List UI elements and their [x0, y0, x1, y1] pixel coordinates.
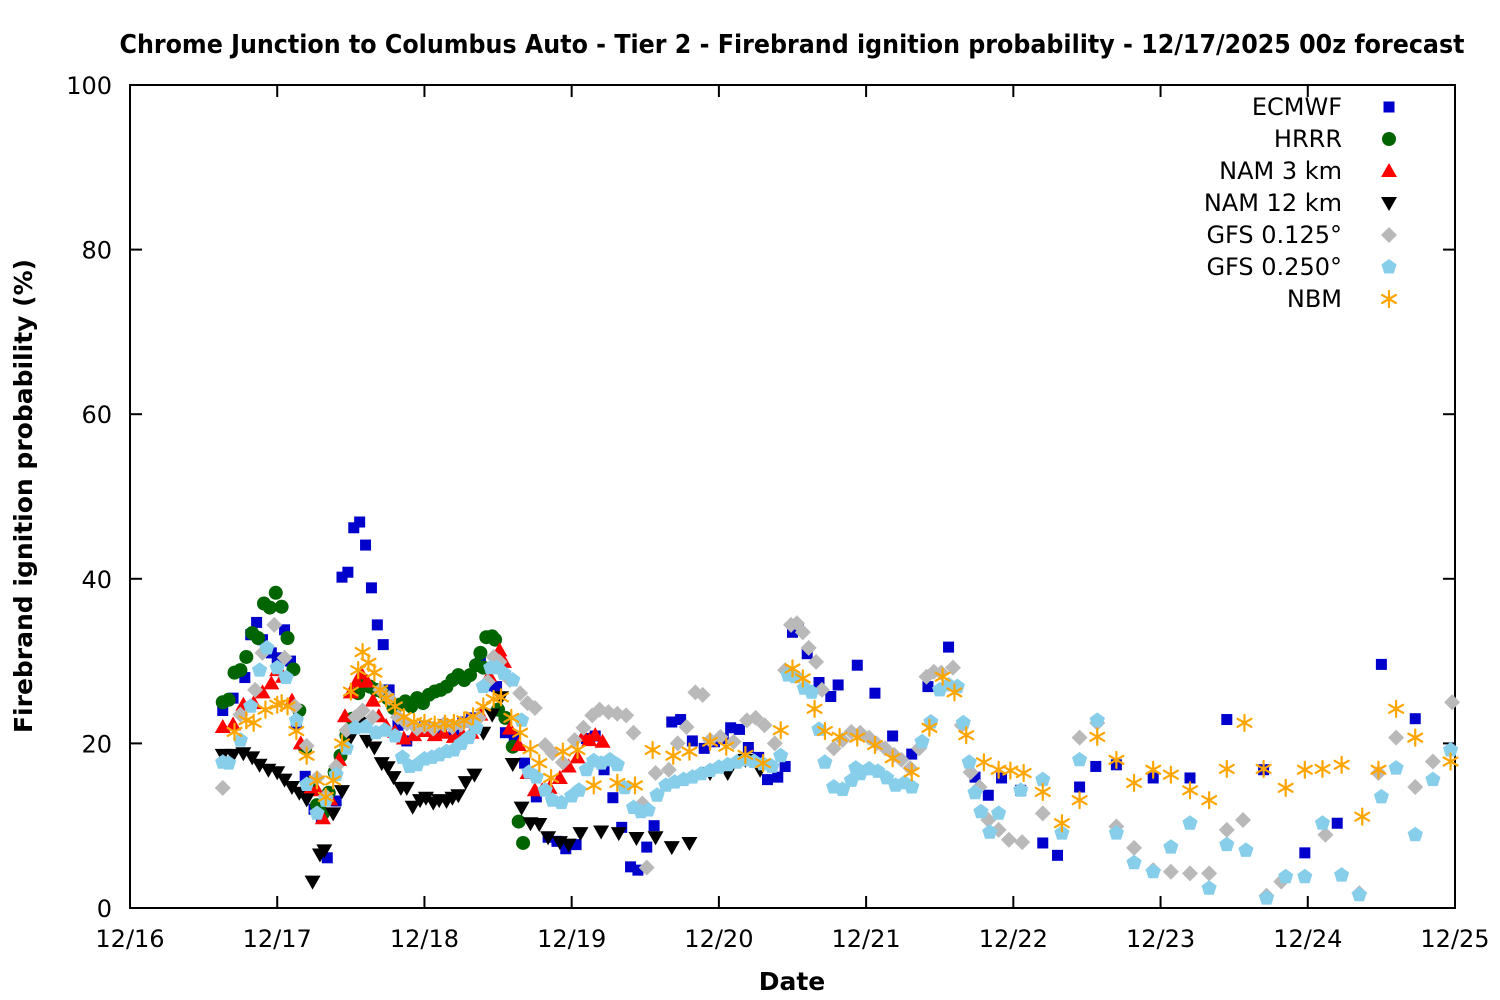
- legend-marker-square-icon: [1383, 101, 1395, 113]
- x-tick-label: 12/21: [832, 925, 901, 953]
- legend-label: HRRR: [1274, 125, 1342, 153]
- x-tick-label: 12/25: [1420, 925, 1489, 953]
- x-tick-label: 12/16: [95, 925, 164, 953]
- y-axis-label: Firebrand ignition probability (%): [9, 259, 38, 733]
- x-tick-label: 12/19: [537, 925, 606, 953]
- x-tick-label: 12/17: [243, 925, 312, 953]
- legend-marker-pentagon-icon: [1381, 259, 1397, 274]
- x-tick-label: 12/24: [1273, 925, 1342, 953]
- data-points: [214, 516, 1461, 905]
- x-axis-label: Date: [759, 967, 826, 996]
- y-tick-label: 60: [81, 401, 112, 429]
- legend-marker-asterisk-icon: [1380, 289, 1398, 309]
- x-tick-label: 12/20: [684, 925, 753, 953]
- legend: ECMWF HRRR NAM 3 km NAM 12 km GFS 0.125° GFS …: [1204, 93, 1398, 313]
- legend-marker-triangle-up-icon: [1381, 163, 1397, 177]
- legend-marker-triangle-down-icon: [1381, 197, 1397, 211]
- legend-label: NAM 3 km: [1219, 157, 1342, 185]
- plot-border: [129, 84, 1456, 909]
- legend-label: GFS 0.125°: [1206, 221, 1342, 249]
- x-tick-label: 12/22: [979, 925, 1048, 953]
- legend-label: GFS 0.250°: [1206, 253, 1342, 281]
- x-tick-label: 12/18: [390, 925, 459, 953]
- y-tick-label: 80: [81, 237, 112, 265]
- legend-label: NBM: [1287, 285, 1342, 313]
- series-gfs-0-250-: [215, 639, 1459, 905]
- y-tick-label: 20: [81, 730, 112, 758]
- legend-marker-circle-icon: [1382, 132, 1396, 146]
- axis-ticks: 12/16 12/17 12/18 12/19 12/20 12/21 12/22 12/23…: [66, 72, 1489, 953]
- legend-label: ECMWF: [1252, 93, 1342, 121]
- legend-marker-diamond-icon: [1381, 227, 1397, 243]
- series-nbm: [226, 642, 1459, 833]
- legend-label: NAM 12 km: [1204, 189, 1342, 217]
- y-tick-label: 0: [97, 895, 112, 923]
- y-tick-label: 100: [66, 72, 112, 100]
- chart-title: Chrome Junction to Columbus Auto - Tier …: [120, 30, 1465, 60]
- x-tick-label: 12/23: [1126, 925, 1195, 953]
- y-tick-label: 40: [81, 566, 112, 594]
